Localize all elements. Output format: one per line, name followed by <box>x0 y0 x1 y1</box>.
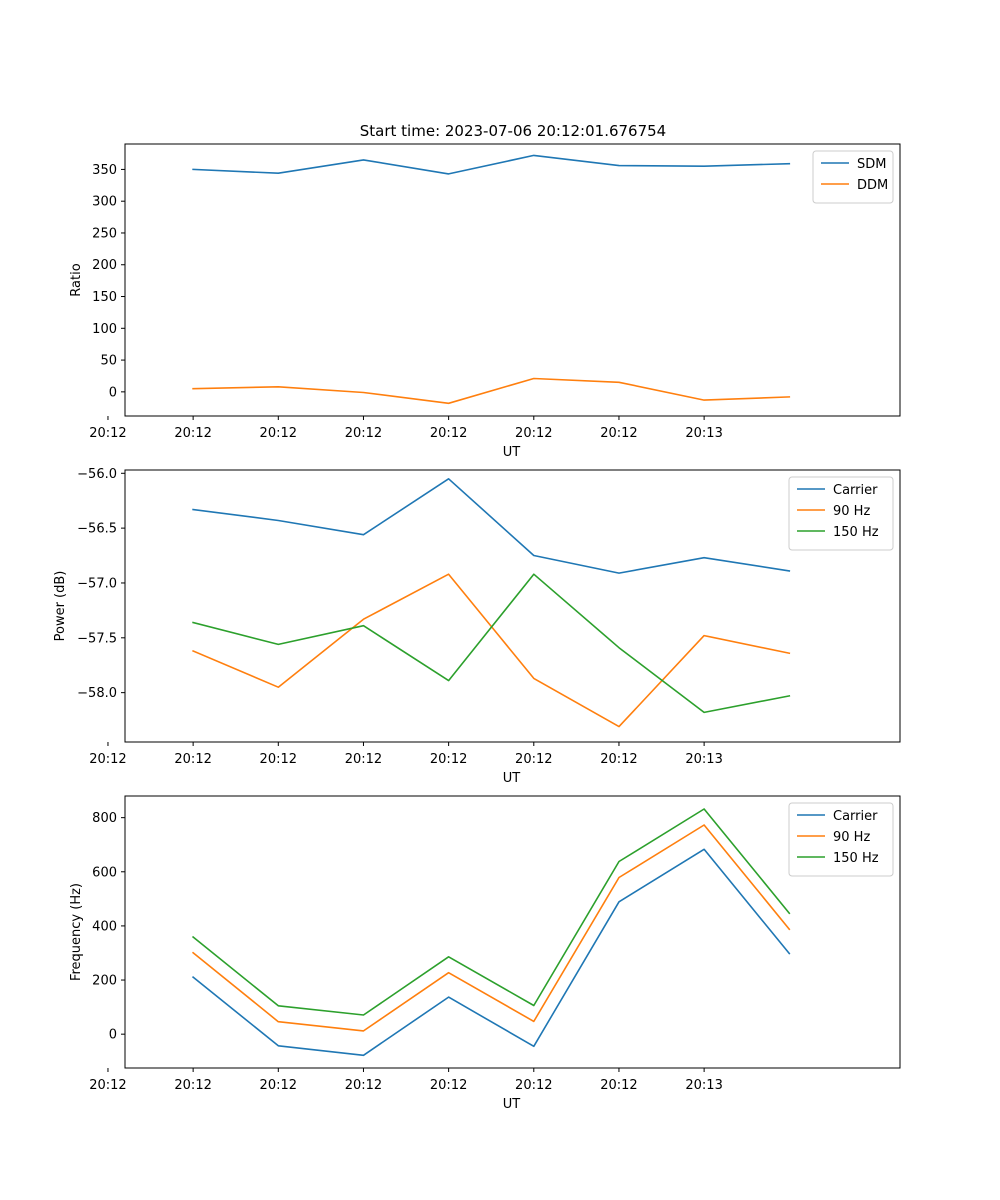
x-tick-label: 20:12 <box>600 752 637 767</box>
x-tick-label: 20:12 <box>515 1078 552 1093</box>
figure-title: Start time: 2023-07-06 20:12:01.676754 <box>360 122 666 140</box>
y-axis-label: Ratio <box>69 263 84 296</box>
x-tick-label: 20:12 <box>260 752 297 767</box>
y-tick-label: −56.5 <box>77 522 117 537</box>
x-tick-label: 20:12 <box>174 752 211 767</box>
legend: SDM DDM <box>812 150 894 204</box>
legend-label: 90 Hz <box>833 504 870 519</box>
legend-label: 90 Hz <box>833 830 870 845</box>
chart-panel-1: 20:12 20:12 20:12 20:12 20:12 20:12 20:12 20:13… <box>69 143 901 460</box>
x-tick-label: 20:12 <box>89 1078 126 1093</box>
legend-label: Carrier <box>833 809 878 824</box>
series-line-sdm <box>192 154 791 175</box>
legend-label: SDM <box>857 157 886 172</box>
y-tick-label: 0 <box>109 1028 117 1043</box>
legend: Carrier 90 Hz 150 Hz <box>788 802 894 877</box>
x-tick-label: 20:12 <box>515 752 552 767</box>
charts-container: 20:12 20:12 20:12 20:12 20:12 20:12 20:12 20:13… <box>53 143 901 1112</box>
y-tick-label: 0 <box>109 385 117 400</box>
x-tick-label: 20:12 <box>430 752 467 767</box>
chart-panel-2: 20:12 20:12 20:12 20:12 20:12 20:12 20:12 20:13… <box>53 467 901 786</box>
x-axis-label: UT <box>503 445 521 460</box>
y-tick-label: 300 <box>92 195 117 210</box>
series-line-90-hz <box>191 824 791 1032</box>
chart-panel-3: 20:12 20:12 20:12 20:12 20:12 20:12 20:12 20:13… <box>69 795 901 1112</box>
x-tick-label: 20:13 <box>685 752 722 767</box>
x-tick-label: 20:12 <box>430 426 467 441</box>
y-tick-label: 200 <box>92 974 117 989</box>
y-tick-label: −57.5 <box>77 631 117 646</box>
y-tick-label: 400 <box>92 919 117 934</box>
series-line-ddm <box>192 377 791 405</box>
x-tick-label: 20:12 <box>345 752 382 767</box>
series-line-carrier <box>192 477 791 574</box>
x-tick-label: 20:12 <box>174 1078 211 1093</box>
legend-label: 150 Hz <box>833 525 879 540</box>
x-tick-label: 20:12 <box>174 426 211 441</box>
x-tick-label: 20:13 <box>685 426 722 441</box>
y-tick-label: 100 <box>92 322 117 337</box>
y-tick-label: 800 <box>92 811 117 826</box>
y-tick-label: 200 <box>92 258 117 273</box>
series-line-carrier <box>191 848 791 1057</box>
x-tick-label: 20:12 <box>260 1078 297 1093</box>
y-tick-label: −56.0 <box>77 467 117 482</box>
axes-frame <box>124 795 901 1069</box>
x-tick-label: 20:12 <box>515 426 552 441</box>
legend-label: DDM <box>857 178 888 193</box>
axes-frame <box>124 143 901 417</box>
x-tick-label: 20:12 <box>345 426 382 441</box>
series-line-150-hz <box>191 808 791 1016</box>
y-tick-label: −58.0 <box>77 686 117 701</box>
y-tick-label: 250 <box>92 226 117 241</box>
x-tick-label: 20:12 <box>260 426 297 441</box>
y-tick-label: 600 <box>92 865 117 880</box>
y-tick-label: 150 <box>92 290 117 305</box>
legend: Carrier 90 Hz 150 Hz <box>788 476 894 551</box>
legend-frame <box>812 150 894 204</box>
legend-label: Carrier <box>833 483 878 498</box>
x-tick-label: 20:12 <box>430 1078 467 1093</box>
y-axis-label: Frequency (Hz) <box>69 883 84 981</box>
y-tick-label: −57.0 <box>77 576 117 591</box>
axes-frame <box>124 469 901 743</box>
x-tick-label: 20:12 <box>600 1078 637 1093</box>
y-tick-label: 350 <box>92 163 117 178</box>
x-tick-label: 20:12 <box>600 426 637 441</box>
x-tick-label: 20:12 <box>89 752 126 767</box>
x-tick-label: 20:12 <box>345 1078 382 1093</box>
x-axis-label: UT <box>503 771 521 786</box>
x-axis-label: UT <box>503 1097 521 1112</box>
y-tick-label: 50 <box>100 354 117 369</box>
x-tick-label: 20:12 <box>89 426 126 441</box>
series-line-150-hz <box>192 573 791 714</box>
x-tick-label: 20:13 <box>685 1078 722 1093</box>
y-axis-label: Power (dB) <box>53 571 68 642</box>
legend-label: 150 Hz <box>833 851 879 866</box>
